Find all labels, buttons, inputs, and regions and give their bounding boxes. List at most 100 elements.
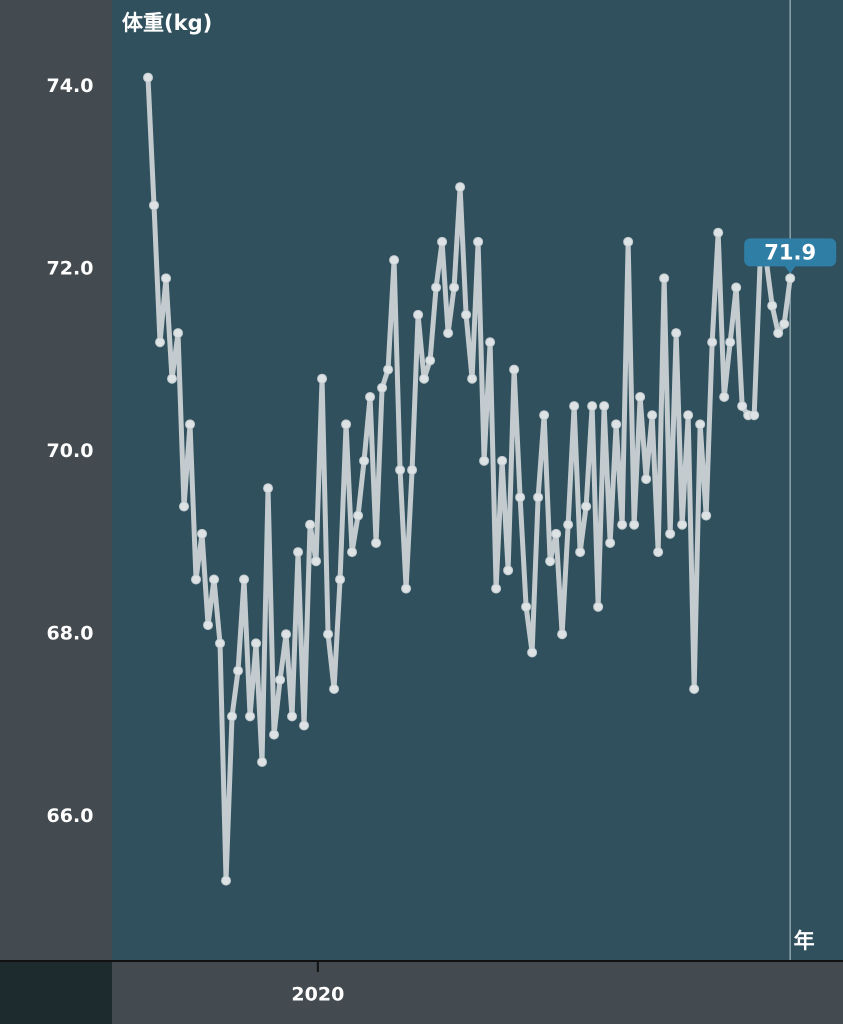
data-point — [161, 273, 172, 284]
y-axis-title: 体重(kg) — [122, 11, 212, 35]
data-point — [635, 391, 646, 402]
corner-panel — [0, 960, 112, 1024]
data-point — [263, 483, 274, 494]
data-point — [359, 455, 370, 466]
data-point — [383, 364, 394, 375]
data-point — [389, 255, 400, 266]
data-point — [221, 875, 232, 886]
y-tick-label: 68.0 — [47, 623, 94, 645]
data-line — [145, 77, 793, 884]
data-point — [173, 328, 184, 339]
data-point — [611, 419, 622, 430]
data-point — [779, 318, 790, 329]
data-point — [233, 665, 244, 676]
data-point — [365, 391, 376, 402]
data-point — [251, 638, 262, 649]
data-point — [491, 583, 502, 594]
data-point — [293, 547, 304, 558]
data-point — [737, 401, 748, 412]
data-point — [533, 492, 544, 503]
data-point — [395, 464, 406, 475]
data-point — [485, 337, 496, 348]
plot-area — [112, 0, 843, 960]
data-point — [341, 419, 352, 430]
data-point — [563, 519, 574, 530]
data-point — [317, 373, 328, 384]
y-tick-label: 66.0 — [47, 805, 94, 827]
data-point — [407, 464, 418, 475]
data-point — [731, 282, 742, 293]
data-point — [179, 501, 190, 512]
data-point — [275, 674, 286, 685]
callout-pointer — [784, 265, 797, 274]
data-point — [197, 528, 208, 539]
data-point — [209, 574, 220, 585]
data-point — [353, 510, 364, 521]
data-point — [725, 337, 736, 348]
callout-label: 71.9 — [764, 240, 816, 264]
data-point — [701, 510, 712, 521]
data-point — [449, 282, 460, 293]
data-point — [689, 683, 700, 694]
data-point — [443, 328, 454, 339]
data-point — [671, 328, 682, 339]
data-point — [695, 419, 706, 430]
data-point — [545, 556, 556, 567]
data-point — [599, 401, 610, 412]
data-point — [347, 547, 358, 558]
data-point — [497, 455, 508, 466]
data-point — [473, 236, 484, 247]
data-point — [203, 620, 214, 631]
data-point — [665, 528, 676, 539]
data-point — [431, 282, 442, 293]
data-point — [479, 455, 490, 466]
data-point — [227, 711, 238, 722]
data-point — [401, 583, 412, 594]
data-point — [329, 683, 340, 694]
data-point — [623, 236, 634, 247]
data-point — [437, 236, 448, 247]
data-point — [557, 629, 568, 640]
data-point — [257, 756, 268, 767]
data-point — [515, 492, 526, 503]
data-point — [767, 300, 778, 311]
y-tick-label: 70.0 — [47, 440, 94, 462]
x-tick-label: 2020 — [291, 984, 344, 1006]
data-point — [239, 574, 250, 585]
data-point — [581, 501, 592, 512]
data-point — [335, 574, 346, 585]
data-point — [587, 401, 598, 412]
data-point — [503, 565, 514, 576]
data-point — [605, 537, 616, 548]
data-point — [677, 519, 688, 530]
data-point — [191, 574, 202, 585]
data-point — [269, 729, 280, 740]
data-point — [659, 273, 670, 284]
data-point — [149, 200, 160, 211]
data-point — [629, 519, 640, 530]
data-point — [305, 519, 316, 530]
data-point — [287, 711, 298, 722]
data-point — [425, 355, 436, 366]
data-point — [569, 401, 580, 412]
data-point — [455, 182, 466, 193]
data-point — [323, 629, 334, 640]
data-point — [617, 519, 628, 530]
data-point — [527, 647, 538, 658]
data-point — [413, 309, 424, 320]
period-label: 年 — [794, 929, 815, 953]
data-point — [707, 337, 718, 348]
data-point — [245, 711, 256, 722]
data-point — [311, 556, 322, 567]
callout-box — [744, 238, 837, 267]
y-tick-label: 72.0 — [47, 258, 94, 280]
data-point — [593, 601, 604, 612]
data-point — [785, 273, 796, 284]
data-point — [185, 419, 196, 430]
y-axis-panel — [0, 0, 112, 960]
data-point — [143, 72, 154, 83]
data-point — [461, 309, 472, 320]
data-point — [719, 391, 730, 402]
